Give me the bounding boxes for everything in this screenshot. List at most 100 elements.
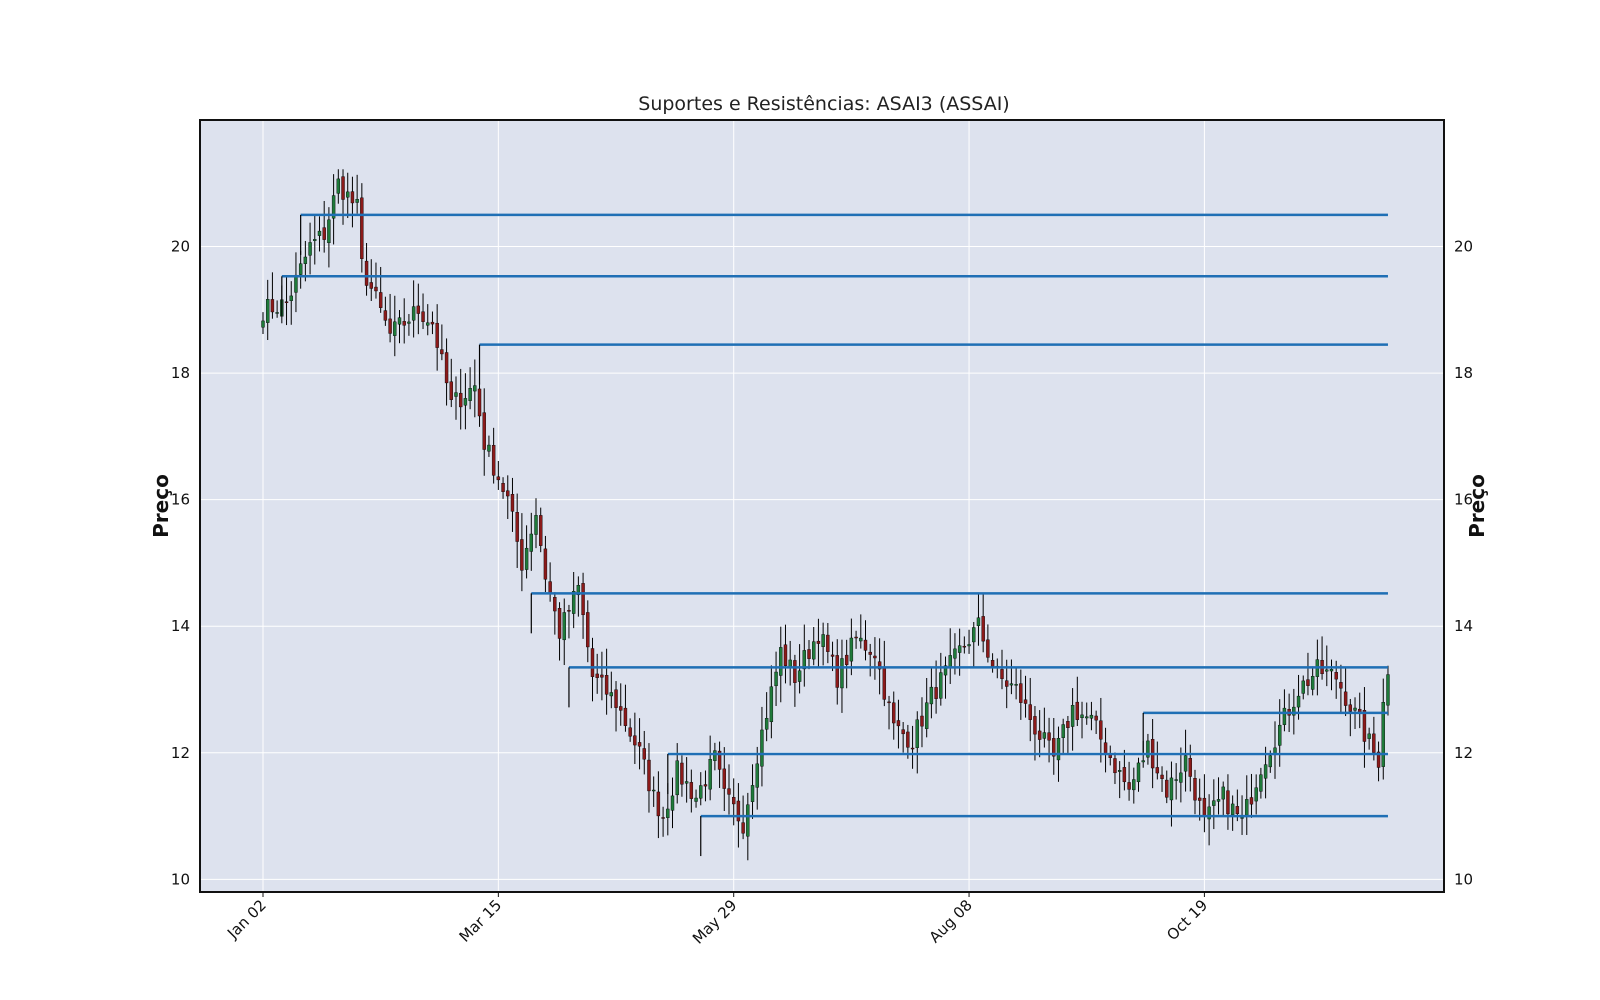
- candle-body: [327, 219, 331, 244]
- candle-body: [637, 742, 642, 747]
- candle-body: [684, 781, 689, 784]
- candle-body: [1122, 767, 1127, 783]
- candle-body: [1221, 786, 1225, 800]
- candle-body: [929, 686, 934, 705]
- candle-body: [854, 636, 858, 639]
- candle-body: [1061, 724, 1065, 738]
- candle-body: [567, 610, 571, 612]
- y-tick-label-left: 18: [171, 364, 190, 382]
- candle-body: [1174, 779, 1178, 781]
- candle-body: [920, 715, 924, 727]
- candle-body: [1372, 733, 1376, 753]
- candle-body: [1306, 679, 1310, 686]
- candle-body: [341, 176, 345, 200]
- candle-body: [675, 760, 679, 796]
- candle-body: [510, 494, 515, 512]
- candle-body: [1089, 714, 1094, 719]
- y-axis-ticks: 10 10 12 12 14 14 16 16 18 18 20 20: [171, 238, 1473, 889]
- plot-frame: [199, 119, 1445, 893]
- candle-body: [473, 385, 477, 392]
- candle-body: [562, 612, 566, 641]
- candle-body: [764, 718, 769, 730]
- candle-body: [972, 627, 976, 643]
- candle-body: [604, 675, 609, 695]
- candle-body: [1240, 817, 1244, 819]
- candle-body: [1005, 680, 1009, 687]
- candle-body: [360, 197, 364, 259]
- candle-body: [1113, 758, 1117, 774]
- candle-body: [896, 720, 901, 727]
- candle-body: [1329, 668, 1334, 672]
- candle-body: [623, 707, 628, 726]
- candle-body: [732, 797, 736, 805]
- candle-body: [402, 321, 406, 326]
- candle-body: [741, 822, 745, 834]
- candle-body: [694, 797, 698, 802]
- candle-body: [1188, 758, 1192, 777]
- candle-body: [501, 483, 505, 492]
- candle-body: [727, 788, 731, 795]
- candle-body: [590, 648, 595, 677]
- y-tick-label-right: 18: [1454, 364, 1473, 382]
- candle-body: [586, 612, 590, 648]
- candle-body: [1249, 797, 1254, 805]
- candle-body: [600, 674, 604, 678]
- candle-body: [350, 191, 355, 204]
- candle-body: [680, 762, 684, 785]
- candle-body: [939, 672, 943, 699]
- candle-body: [1339, 682, 1343, 689]
- candle-body: [506, 490, 510, 497]
- candle-body: [515, 512, 519, 542]
- candle-body: [868, 651, 872, 655]
- candle-body: [802, 650, 807, 670]
- candle-body: [1362, 710, 1367, 742]
- candle-body: [1023, 699, 1028, 704]
- candle-body: [435, 322, 439, 348]
- candle-body: [774, 671, 778, 687]
- candle-body: [388, 318, 392, 334]
- support-resistance-levels: [281, 213, 1388, 857]
- candle-body: [571, 591, 576, 614]
- candle-body: [1094, 715, 1098, 721]
- y-axis-label-right: Preço: [1465, 474, 1489, 538]
- candle-body: [708, 759, 712, 790]
- candle-body: [656, 791, 661, 817]
- candle-body: [1080, 714, 1084, 719]
- candle-body: [1052, 738, 1056, 757]
- y-tick-label-left: 16: [171, 491, 190, 509]
- candle-body: [797, 670, 802, 682]
- candle-body: [736, 800, 741, 822]
- candle-body: [468, 388, 472, 401]
- candle-body: [444, 352, 449, 384]
- plot-area: [200, 120, 1444, 892]
- candle-body: [369, 282, 373, 289]
- y-axis-label-left: Preço: [149, 474, 173, 538]
- candle-body: [336, 178, 341, 194]
- y-tick-label-right: 14: [1454, 617, 1473, 635]
- candle-body: [906, 731, 910, 748]
- candle-body: [524, 547, 529, 570]
- candle-body: [779, 647, 783, 676]
- candle-body: [816, 640, 821, 644]
- candle-body: [661, 817, 665, 819]
- candle-body: [892, 702, 896, 724]
- candle-body: [717, 750, 722, 770]
- candle-body: [830, 654, 835, 657]
- candle-body: [844, 654, 849, 665]
- y-tick-label-right: 10: [1454, 870, 1473, 888]
- candle-body: [487, 444, 491, 452]
- candle-body: [1047, 732, 1051, 741]
- candle-body: [1037, 730, 1042, 740]
- candle-body: [1033, 716, 1037, 735]
- candle-body: [863, 639, 868, 651]
- candle-body: [576, 585, 581, 596]
- candle-body: [1136, 762, 1141, 783]
- y-tick-label-left: 14: [171, 617, 190, 635]
- candle-body: [976, 617, 981, 627]
- candle-body: [383, 310, 388, 321]
- candle-body: [595, 673, 599, 678]
- candle-body: [303, 256, 308, 264]
- candle-body: [614, 689, 618, 708]
- candle-body: [1009, 683, 1014, 686]
